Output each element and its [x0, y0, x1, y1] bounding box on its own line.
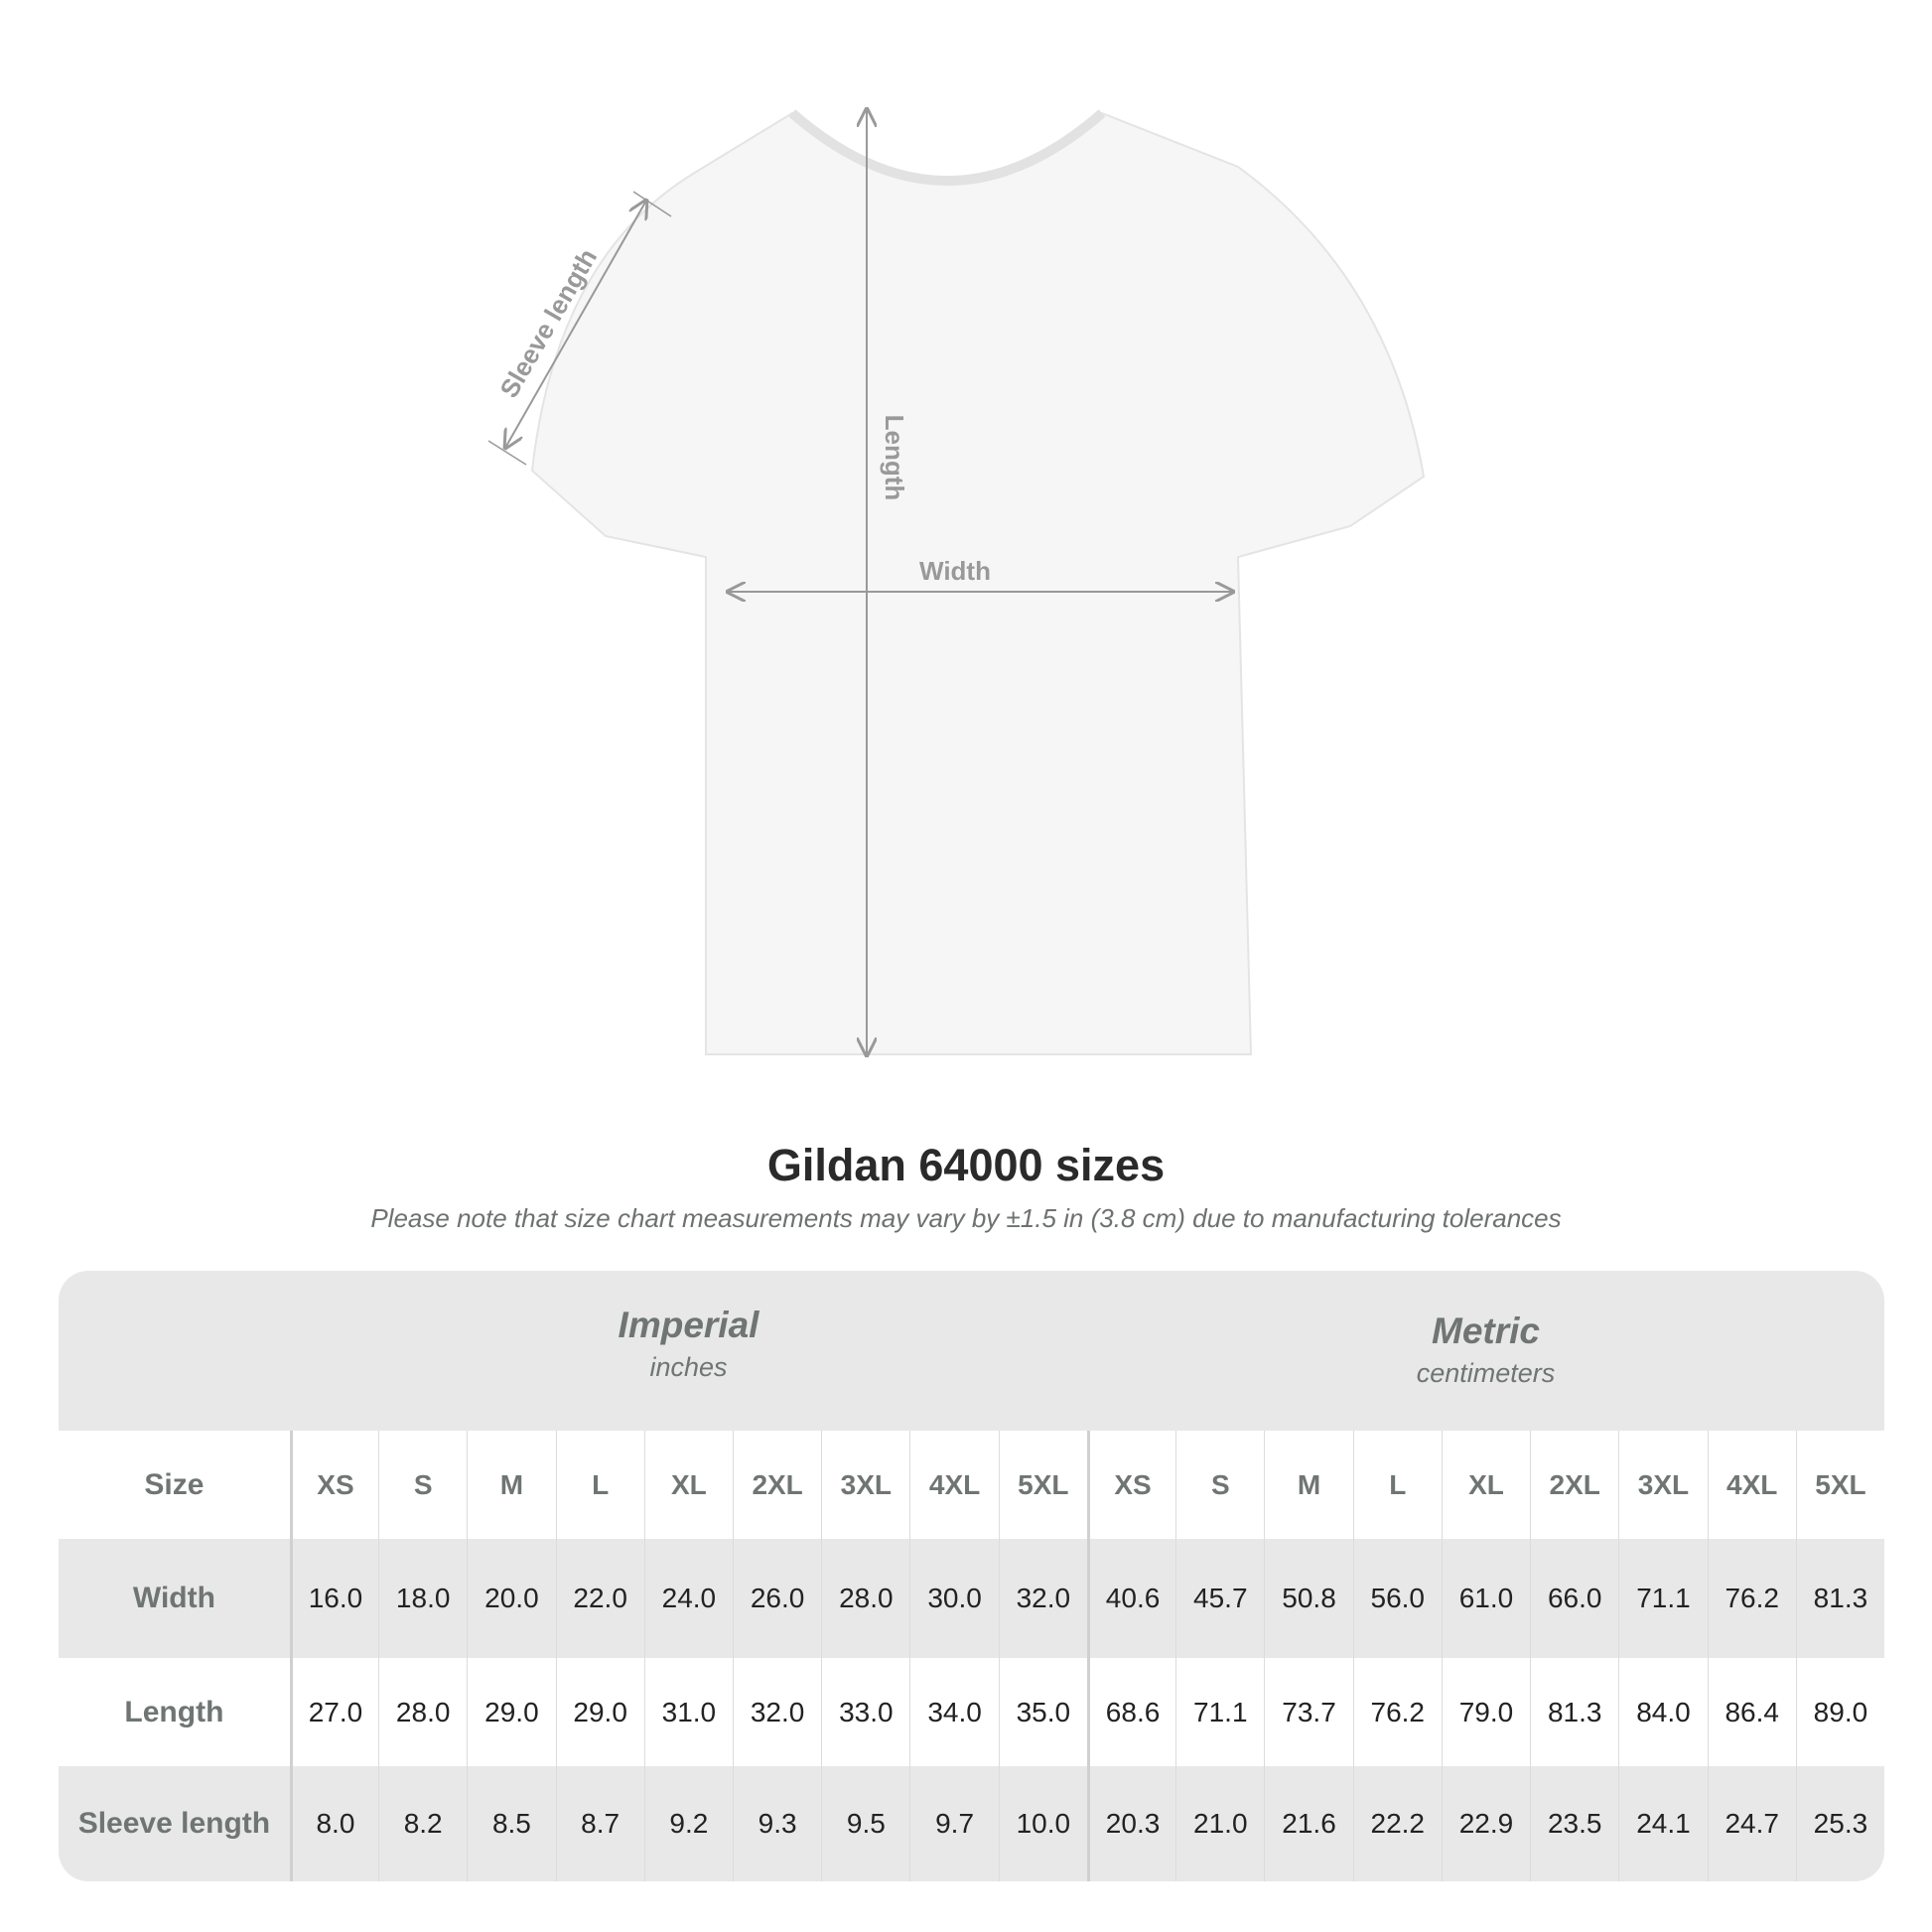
- metric-value: 21.0: [1175, 1766, 1264, 1881]
- metric-value: 56.0: [1352, 1539, 1442, 1658]
- metric-value: 22.9: [1441, 1766, 1530, 1881]
- metric-unit: centimeters: [1416, 1358, 1556, 1388]
- metric-value: 76.2: [1707, 1539, 1796, 1658]
- size-table: Imperial inches Metric centimeters Size X…: [59, 1271, 1884, 1881]
- size-header: XS: [1086, 1431, 1175, 1539]
- size-header: 2XL: [733, 1431, 821, 1539]
- metric-value: 81.3: [1530, 1658, 1618, 1766]
- metric-value: 79.0: [1441, 1658, 1530, 1766]
- imperial-value: 9.7: [909, 1766, 998, 1881]
- imperial-value: 26.0: [733, 1539, 821, 1658]
- table-row: Length 27.0 28.0 29.0 29.0 31.0 32.0 33.0 34.0 35…: [59, 1658, 1884, 1766]
- imperial-value: 22.0: [555, 1539, 644, 1658]
- imperial-value: 30.0: [909, 1539, 998, 1658]
- imperial-value: 18.0: [378, 1539, 467, 1658]
- table-row: Width 16.0 18.0 20.0 22.0 24.0 26.0 28.0 30.0 32.…: [59, 1539, 1884, 1658]
- width-label: Width: [919, 556, 991, 586]
- tolerance-note: Please note that size chart measurements…: [370, 1203, 1562, 1233]
- metric-value: 25.3: [1795, 1766, 1884, 1881]
- size-header: M: [1264, 1431, 1352, 1539]
- metric-value: 81.3: [1795, 1539, 1884, 1658]
- imperial-unit: inches: [649, 1352, 728, 1382]
- imperial-value: 29.0: [467, 1658, 555, 1766]
- size-header: 5XL: [998, 1431, 1087, 1539]
- metric-value: 21.6: [1264, 1766, 1352, 1881]
- row-label: Length: [124, 1695, 224, 1728]
- metric-title: Metric: [1432, 1311, 1540, 1351]
- metric-value: 61.0: [1441, 1539, 1530, 1658]
- row-label: Width: [132, 1582, 215, 1614]
- length-label: Length: [880, 415, 909, 501]
- metric-value: 73.7: [1264, 1658, 1352, 1766]
- imperial-title: Imperial: [618, 1305, 759, 1345]
- metric-value: 84.0: [1618, 1658, 1707, 1766]
- imperial-value: 20.0: [467, 1539, 555, 1658]
- size-header: 4XL: [1707, 1431, 1796, 1539]
- size-header: 4XL: [909, 1431, 998, 1539]
- tshirt-diagram: Width Length Sleeve length: [487, 0, 1426, 1092]
- imperial-value: 32.0: [998, 1539, 1087, 1658]
- size-header: 3XL: [1618, 1431, 1707, 1539]
- size-header: 3XL: [821, 1431, 909, 1539]
- size-header: XS: [289, 1431, 378, 1539]
- metric-value: 24.7: [1707, 1766, 1796, 1881]
- metric-value: 71.1: [1618, 1539, 1707, 1658]
- imperial-value: 28.0: [378, 1658, 467, 1766]
- imperial-value: 29.0: [555, 1658, 644, 1766]
- imperial-value: 35.0: [998, 1658, 1087, 1766]
- metric-value: 50.8: [1264, 1539, 1352, 1658]
- size-header: 2XL: [1530, 1431, 1618, 1539]
- imperial-value: 9.3: [733, 1766, 821, 1881]
- size-header: 5XL: [1795, 1431, 1884, 1539]
- imperial-value: 27.0: [289, 1658, 378, 1766]
- metric-value: 20.3: [1086, 1766, 1175, 1881]
- size-header: XL: [1441, 1431, 1530, 1539]
- size-header: M: [467, 1431, 555, 1539]
- size-label: Size: [144, 1467, 205, 1501]
- size-header: L: [1352, 1431, 1442, 1539]
- size-header: XL: [643, 1431, 733, 1539]
- imperial-value: 33.0: [821, 1658, 909, 1766]
- row-label: Sleeve length: [77, 1807, 271, 1840]
- metric-value: 86.4: [1707, 1658, 1796, 1766]
- metric-value: 24.1: [1618, 1766, 1707, 1881]
- metric-header: Metric centimeters: [1087, 1271, 1884, 1431]
- imperial-value: 28.0: [821, 1539, 909, 1658]
- imperial-header: Imperial inches: [290, 1271, 1087, 1431]
- metric-value: 71.1: [1175, 1658, 1264, 1766]
- size-header: S: [1175, 1431, 1264, 1539]
- imperial-value: 31.0: [643, 1658, 733, 1766]
- imperial-value: 32.0: [733, 1658, 821, 1766]
- size-header: S: [378, 1431, 467, 1539]
- metric-value: 22.2: [1352, 1766, 1442, 1881]
- imperial-value: 9.2: [643, 1766, 733, 1881]
- metric-value: 68.6: [1086, 1658, 1175, 1766]
- imperial-value: 8.5: [467, 1766, 555, 1881]
- imperial-value: 10.0: [998, 1766, 1087, 1881]
- imperial-value: 8.2: [378, 1766, 467, 1881]
- imperial-value: 9.5: [821, 1766, 909, 1881]
- imperial-value: 16.0: [289, 1539, 378, 1658]
- metric-value: 76.2: [1352, 1658, 1442, 1766]
- imperial-value: 34.0: [909, 1658, 998, 1766]
- metric-value: 40.6: [1086, 1539, 1175, 1658]
- imperial-value: 24.0: [643, 1539, 733, 1658]
- metric-value: 45.7: [1175, 1539, 1264, 1658]
- size-header: L: [555, 1431, 644, 1539]
- imperial-value: 8.0: [289, 1766, 378, 1881]
- page-title: Gildan 64000 sizes: [766, 1140, 1166, 1190]
- sleeve-arrow: [505, 201, 646, 448]
- imperial-value: 8.7: [555, 1766, 644, 1881]
- metric-value: 23.5: [1530, 1766, 1618, 1881]
- metric-value: 89.0: [1795, 1658, 1884, 1766]
- table-row: Sleeve length 8.0 8.2 8.5 8.7 9.2 9.3 9.5 9.7 10.…: [59, 1766, 1884, 1881]
- metric-value: 66.0: [1530, 1539, 1618, 1658]
- size-header-row: Size XS S M L XL 2XL 3XL 4XL 5XL XS S M L XL 2XL 3XL 4XL 5…: [59, 1431, 1884, 1539]
